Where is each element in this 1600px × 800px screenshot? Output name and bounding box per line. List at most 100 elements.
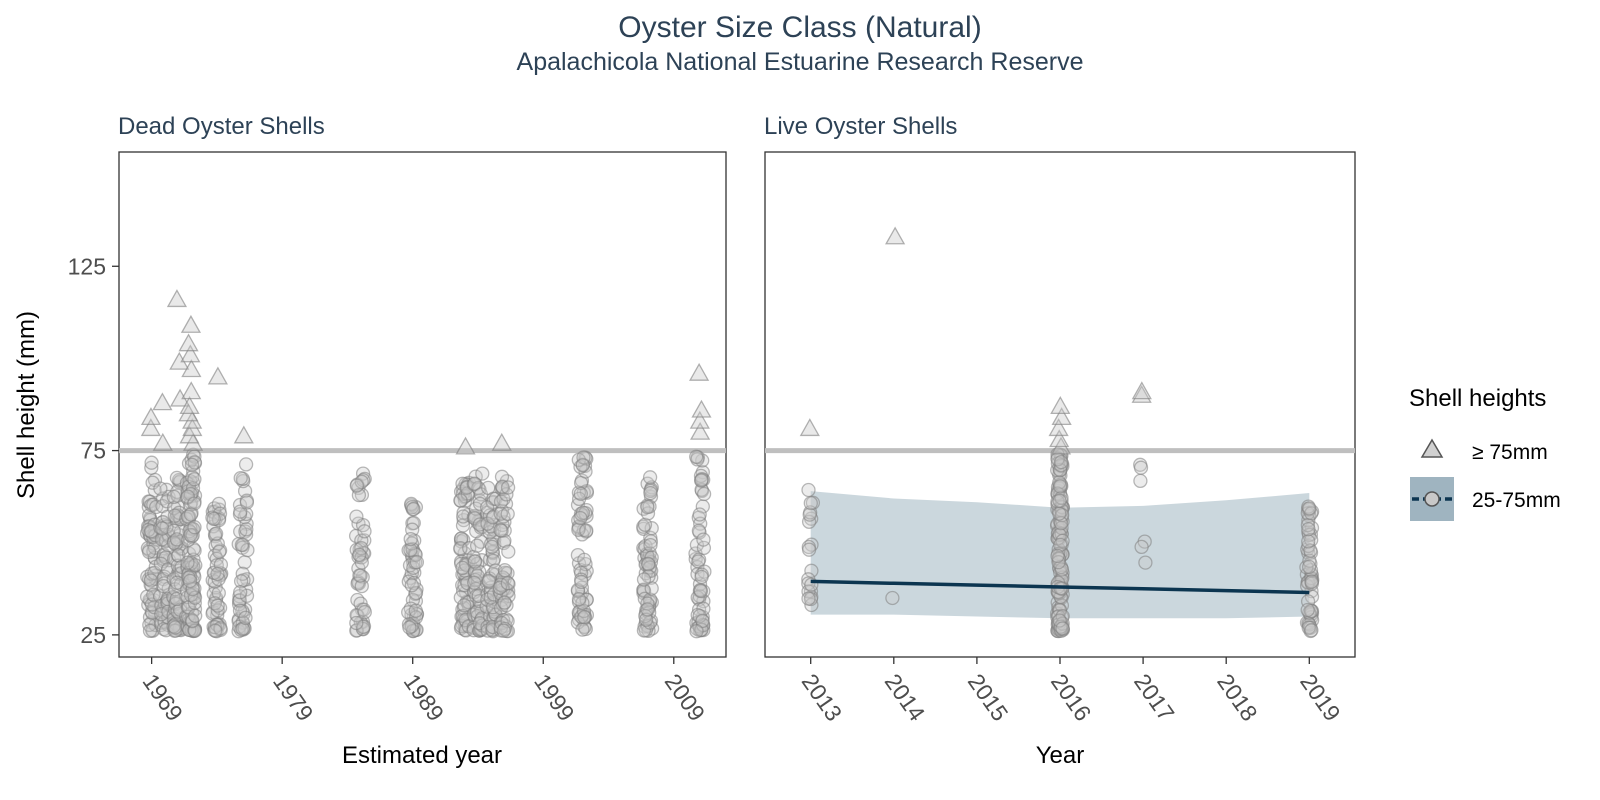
point-medium <box>237 555 252 570</box>
point-medium <box>1052 493 1067 508</box>
point-medium <box>575 458 590 473</box>
point-large <box>799 418 820 437</box>
point-medium <box>693 583 709 599</box>
point-medium <box>153 481 168 496</box>
point-medium <box>642 470 658 485</box>
point-medium <box>144 455 159 470</box>
point-medium <box>1304 623 1319 638</box>
point-medium <box>187 496 202 511</box>
point-medium <box>402 620 417 635</box>
point-medium <box>577 610 592 625</box>
x-tick-label: 2017 <box>1129 669 1180 726</box>
point-medium <box>575 622 590 637</box>
point-medium <box>1052 479 1068 494</box>
point-medium <box>500 575 515 591</box>
x-axis-title-live: Year <box>1036 742 1085 769</box>
point-medium <box>208 526 224 541</box>
x-tick-label: 1999 <box>529 669 580 726</box>
point-medium <box>210 598 225 613</box>
x-tick-label: 2018 <box>1212 669 1263 726</box>
point-medium <box>141 544 157 560</box>
legend: Shell heights ≥ 75mm 25-75mm <box>1409 385 1561 521</box>
point-medium <box>1134 539 1149 555</box>
x-tick-label: 2013 <box>797 669 848 726</box>
point-medium <box>579 523 594 538</box>
point-medium <box>691 523 707 538</box>
point-medium <box>142 623 158 639</box>
y-axis-ticks: 25 75 125 <box>68 253 119 648</box>
point-medium <box>187 472 202 487</box>
point-medium <box>1301 559 1317 575</box>
point-medium <box>155 521 170 536</box>
point-medium <box>166 489 182 505</box>
point-medium <box>689 449 704 464</box>
point-medium <box>182 573 198 589</box>
point-medium <box>206 511 221 527</box>
point-medium <box>1052 506 1067 521</box>
trend-line <box>810 579 1310 595</box>
point-medium <box>210 603 225 618</box>
panel-title-live: Live Oyster Shells <box>764 113 957 140</box>
point-medium <box>803 495 818 511</box>
point-medium <box>696 532 711 547</box>
point-medium <box>180 555 195 570</box>
point-medium <box>357 524 372 539</box>
point-medium <box>1300 602 1315 618</box>
point-large <box>140 407 162 426</box>
point-medium <box>573 510 588 526</box>
point-large <box>1049 429 1070 448</box>
point-medium <box>494 469 510 484</box>
point-medium <box>453 493 468 508</box>
point-medium <box>692 507 707 522</box>
point-medium <box>350 576 365 591</box>
point-large <box>180 314 202 333</box>
points-dead <box>139 289 712 639</box>
panel-title-dead: Dead Oyster Shells <box>118 113 325 140</box>
point-medium <box>208 623 223 638</box>
points-live <box>799 226 1320 639</box>
trend-line-live <box>810 579 1310 595</box>
point-medium <box>357 604 372 620</box>
legend-item-large: ≥ 75mm <box>1420 438 1548 464</box>
point-medium <box>1301 522 1316 537</box>
point-medium <box>185 469 200 485</box>
point-medium <box>408 585 424 601</box>
point-large <box>690 421 711 440</box>
legend-item-medium: 25-75mm <box>1410 477 1561 521</box>
point-large <box>178 333 199 352</box>
point-large <box>491 432 512 451</box>
point-medium <box>638 612 654 627</box>
y-axis-title: Shell height (mm) <box>13 311 40 499</box>
point-medium <box>238 457 254 472</box>
y-tick-label: 75 <box>80 438 106 464</box>
point-medium <box>577 552 592 568</box>
point-medium <box>462 541 477 556</box>
point-medium <box>234 537 250 553</box>
point-medium <box>1133 460 1149 475</box>
point-large <box>1131 381 1152 400</box>
point-medium <box>571 592 587 607</box>
x-tick-label: 1979 <box>268 669 319 726</box>
point-medium <box>690 590 705 605</box>
x-ticks-live: 2013 2014 2015 2016 2017 2018 2019 <box>797 657 1346 726</box>
point-medium <box>497 563 513 578</box>
point-medium <box>188 558 203 573</box>
point-medium <box>349 615 364 631</box>
x-tick-label: 2009 <box>660 669 711 726</box>
x-tick-label: 2015 <box>963 669 1014 726</box>
point-medium <box>188 608 203 623</box>
point-medium <box>239 495 255 510</box>
point-large <box>1050 396 1071 414</box>
point-medium <box>500 506 515 522</box>
point-medium <box>641 556 656 572</box>
point-medium <box>153 556 169 571</box>
point-large <box>207 366 228 385</box>
point-medium <box>1133 473 1148 489</box>
point-medium <box>183 507 199 522</box>
point-medium <box>233 574 249 589</box>
point-large <box>166 289 188 308</box>
point-medium <box>453 590 468 605</box>
point-medium <box>643 485 658 501</box>
